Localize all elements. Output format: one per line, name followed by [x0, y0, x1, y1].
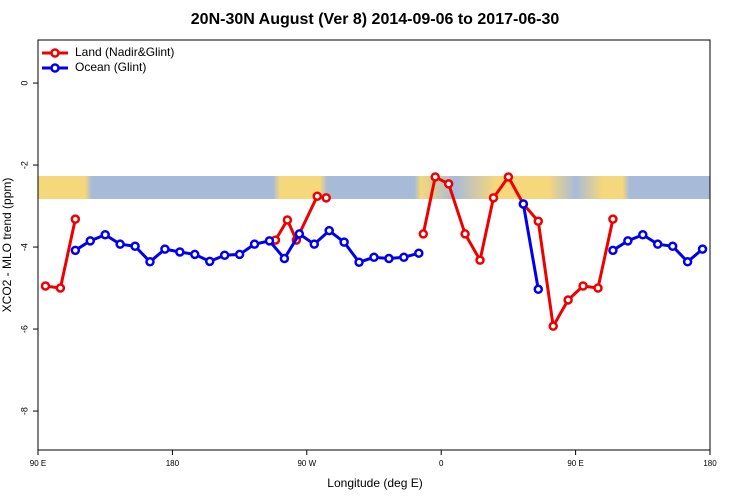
point [324, 225, 334, 236]
point [384, 253, 394, 264]
y-tick-label: -4 [19, 243, 29, 251]
point [443, 179, 454, 189]
point [533, 216, 544, 226]
point [414, 248, 424, 258]
point [697, 244, 708, 254]
point [190, 249, 200, 260]
point [460, 229, 470, 239]
point [623, 236, 633, 246]
point [652, 239, 663, 249]
point [339, 237, 349, 247]
y-tick-label: -6 [19, 325, 29, 333]
x-tick-label: 0 [439, 459, 444, 468]
point [488, 193, 499, 203]
point [130, 241, 140, 251]
y-tick-label: 0 [19, 81, 29, 86]
point [563, 295, 573, 305]
x-tick-label: 90 W [297, 459, 316, 468]
point [312, 191, 323, 201]
point [638, 230, 648, 240]
point [55, 283, 66, 293]
point [608, 245, 618, 256]
point [418, 229, 429, 239]
legend-label: Ocean (Glint) [75, 60, 146, 74]
point [399, 252, 409, 263]
point [518, 199, 529, 209]
point [608, 214, 618, 224]
point [475, 255, 485, 265]
point [115, 239, 125, 249]
map-band [38, 176, 710, 199]
point [264, 236, 275, 246]
point [175, 247, 185, 257]
point [578, 281, 588, 291]
y-tick-label: -8 [19, 407, 29, 415]
point [533, 284, 544, 295]
y-tick-label: -2 [19, 161, 29, 169]
legend-marker [50, 48, 60, 58]
point [234, 249, 245, 260]
point [160, 244, 170, 254]
point [548, 321, 558, 331]
point [294, 229, 305, 239]
point [40, 281, 51, 291]
x-tick-label: 90 E [30, 459, 46, 468]
point [145, 257, 155, 267]
point [354, 257, 364, 267]
legend-label: Land (Nadir&Glint) [75, 45, 174, 59]
point [204, 256, 215, 267]
x-tick-label: 180 [166, 459, 180, 468]
point [85, 236, 96, 246]
point [279, 253, 290, 264]
point [309, 239, 320, 249]
legend-marker [50, 63, 60, 73]
point [249, 239, 260, 249]
point [503, 172, 514, 182]
chart-title: 20N-30N August (Ver 8) 2014-09-06 to 201… [191, 11, 560, 28]
x-axis-label: Longitude (deg E) [327, 476, 422, 490]
point [219, 250, 230, 260]
point [682, 257, 693, 267]
x-tick-label: 180 [703, 459, 717, 468]
point [100, 230, 110, 240]
point [70, 245, 81, 256]
x-tick-label: 90 E [567, 459, 583, 468]
y-axis-label: XCO2 - MLO trend (ppm) [0, 178, 14, 313]
point [282, 215, 293, 225]
point [430, 172, 440, 182]
point [369, 252, 379, 263]
point [593, 283, 603, 293]
plot-frame [37, 39, 711, 451]
point [321, 193, 331, 203]
point [667, 241, 678, 251]
point [70, 214, 81, 224]
